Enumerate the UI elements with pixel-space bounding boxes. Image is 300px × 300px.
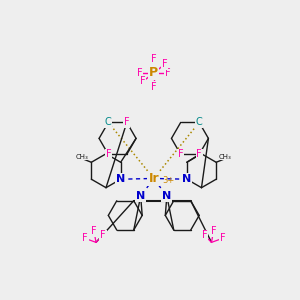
Text: N: N bbox=[182, 174, 191, 184]
Text: Ir: Ir bbox=[148, 172, 159, 185]
Text: F: F bbox=[106, 149, 111, 159]
Text: F: F bbox=[211, 226, 216, 236]
Text: F: F bbox=[151, 82, 157, 92]
Text: CH₃: CH₃ bbox=[219, 154, 232, 160]
Text: F: F bbox=[100, 230, 106, 240]
Text: 3+: 3+ bbox=[162, 176, 175, 185]
Text: N: N bbox=[136, 191, 145, 201]
Text: F: F bbox=[165, 68, 170, 78]
Text: CH₃: CH₃ bbox=[76, 154, 88, 160]
Text: F: F bbox=[82, 233, 88, 243]
Text: C: C bbox=[105, 117, 112, 128]
Text: F: F bbox=[202, 230, 207, 240]
Text: F: F bbox=[140, 76, 145, 86]
Text: N: N bbox=[116, 174, 125, 184]
Text: F: F bbox=[196, 149, 202, 159]
Text: P: P bbox=[149, 67, 158, 80]
Text: F: F bbox=[162, 59, 167, 69]
Text: F: F bbox=[91, 226, 97, 236]
Text: F: F bbox=[137, 68, 143, 78]
Text: F: F bbox=[220, 233, 225, 243]
Text: C: C bbox=[196, 117, 202, 128]
Text: F: F bbox=[124, 117, 130, 128]
Text: N: N bbox=[162, 191, 172, 201]
Text: F: F bbox=[178, 149, 184, 159]
Text: F: F bbox=[151, 54, 157, 64]
